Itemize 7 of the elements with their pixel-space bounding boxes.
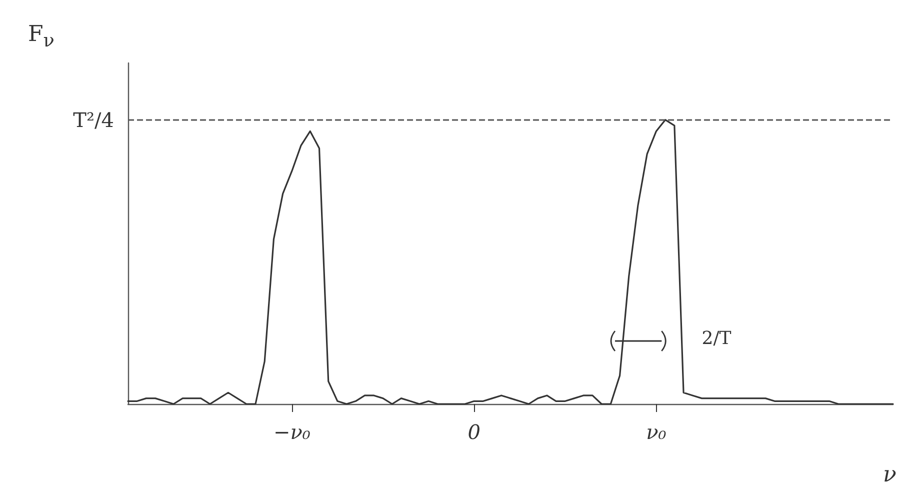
ref-line-label: T²/4 xyxy=(73,108,114,132)
x-tick-label: −ν₀ xyxy=(273,420,310,444)
annotation: 2/T xyxy=(702,328,732,350)
x-axis-title: ν xyxy=(883,462,896,488)
x-tick-label: ν₀ xyxy=(646,420,666,444)
y-axis-title: F$_{ν}$ xyxy=(28,22,54,52)
x-tick-label: 0 xyxy=(468,420,481,444)
